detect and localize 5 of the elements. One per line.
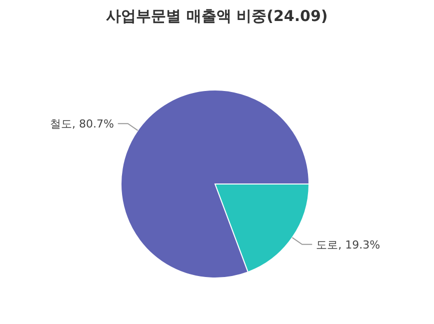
slice-label: 도로: [316, 238, 338, 252]
chart-title: 사업부문별 매출액 비중(24.09): [106, 7, 328, 25]
data-label: , 19.3%: [338, 238, 380, 252]
data-label: , 80.7%: [72, 118, 114, 131]
slice-label: 철도: [50, 118, 72, 131]
